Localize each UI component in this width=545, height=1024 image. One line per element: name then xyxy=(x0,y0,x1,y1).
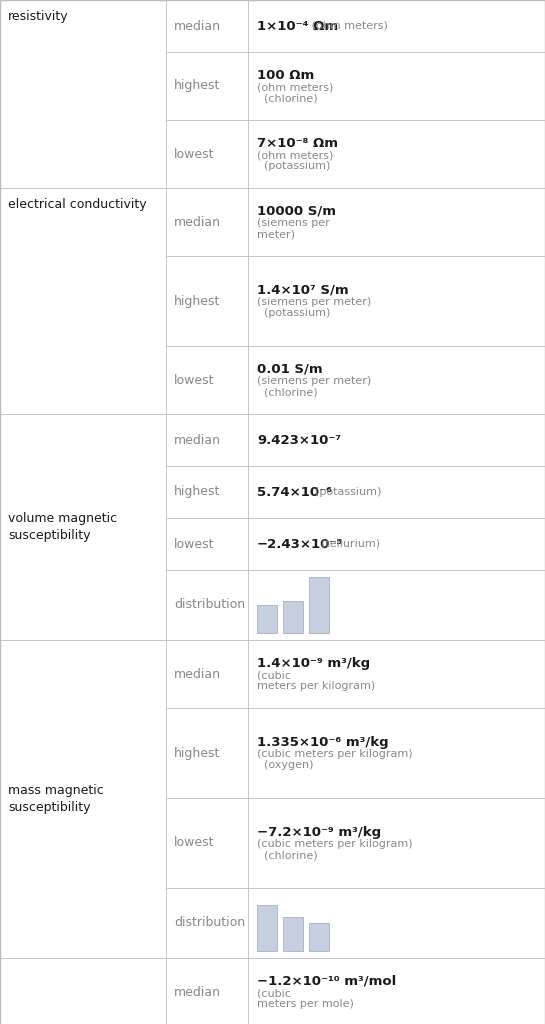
Text: 1.4×10⁻⁹ m³/kg: 1.4×10⁻⁹ m³/kg xyxy=(257,656,370,670)
Bar xyxy=(248,570,545,640)
Bar xyxy=(166,256,248,346)
Bar xyxy=(166,188,248,256)
Bar xyxy=(248,888,545,958)
Bar xyxy=(0,640,166,958)
Bar xyxy=(248,52,545,120)
Text: 0.01 S/m: 0.01 S/m xyxy=(257,362,323,376)
Text: (siemens per meter): (siemens per meter) xyxy=(257,376,371,386)
Text: lowest: lowest xyxy=(174,538,215,551)
Bar xyxy=(166,888,248,958)
Text: (ohm meters): (ohm meters) xyxy=(308,22,388,31)
Text: meters per kilogram): meters per kilogram) xyxy=(257,681,375,691)
Text: (tellurium): (tellurium) xyxy=(314,539,380,549)
Text: median: median xyxy=(174,985,221,998)
Bar xyxy=(309,923,329,951)
Bar xyxy=(248,346,545,414)
Bar xyxy=(257,905,277,951)
Bar xyxy=(248,0,545,52)
Text: −2.43×10⁻⁵: −2.43×10⁻⁵ xyxy=(257,538,343,551)
Text: (cubic meters per kilogram): (cubic meters per kilogram) xyxy=(257,840,413,849)
Text: volume magnetic
susceptibility: volume magnetic susceptibility xyxy=(8,512,117,542)
Bar xyxy=(248,466,545,518)
Text: distribution: distribution xyxy=(174,916,245,930)
Bar xyxy=(248,518,545,570)
Bar xyxy=(166,52,248,120)
Bar xyxy=(0,188,166,414)
Text: 10000 S/m: 10000 S/m xyxy=(257,205,336,218)
Bar xyxy=(166,0,248,52)
Bar xyxy=(166,958,248,1024)
Text: (potassium): (potassium) xyxy=(257,161,330,171)
Text: (cubic: (cubic xyxy=(257,671,291,680)
Bar xyxy=(248,120,545,188)
Text: meter): meter) xyxy=(257,229,295,239)
Bar xyxy=(0,0,166,188)
Bar xyxy=(248,188,545,256)
Text: (cubic: (cubic xyxy=(257,988,291,998)
Text: (potassium): (potassium) xyxy=(308,487,382,497)
Bar xyxy=(166,414,248,466)
Text: (siemens per meter): (siemens per meter) xyxy=(257,297,371,307)
Bar xyxy=(283,918,303,951)
Text: highest: highest xyxy=(174,80,221,92)
Bar xyxy=(166,466,248,518)
Text: (oxygen): (oxygen) xyxy=(257,760,313,770)
Text: distribution: distribution xyxy=(174,598,245,611)
Bar xyxy=(166,570,248,640)
Text: (chlorine): (chlorine) xyxy=(257,850,318,860)
Text: electrical conductivity: electrical conductivity xyxy=(8,198,147,211)
Text: highest: highest xyxy=(174,746,221,760)
Text: 7×10⁻⁸ Ωm: 7×10⁻⁸ Ωm xyxy=(257,136,338,150)
Text: −1.2×10⁻¹⁰ m³/mol: −1.2×10⁻¹⁰ m³/mol xyxy=(257,975,396,988)
Text: (chlorine): (chlorine) xyxy=(257,93,318,103)
Bar xyxy=(248,798,545,888)
Text: 1.335×10⁻⁶ m³/kg: 1.335×10⁻⁶ m³/kg xyxy=(257,735,389,749)
Bar xyxy=(166,518,248,570)
Bar xyxy=(166,120,248,188)
Text: resistivity: resistivity xyxy=(8,10,69,23)
Text: mass magnetic
susceptibility: mass magnetic susceptibility xyxy=(8,784,104,814)
Text: −7.2×10⁻⁹ m³/kg: −7.2×10⁻⁹ m³/kg xyxy=(257,825,381,839)
Text: (ohm meters): (ohm meters) xyxy=(257,151,334,160)
Text: lowest: lowest xyxy=(174,837,215,850)
Text: 1.4×10⁷ S/m: 1.4×10⁷ S/m xyxy=(257,284,349,297)
Bar xyxy=(0,958,166,1024)
Text: lowest: lowest xyxy=(174,374,215,386)
Text: median: median xyxy=(174,19,221,33)
Bar xyxy=(0,414,166,640)
Text: 5.74×10⁻⁶: 5.74×10⁻⁶ xyxy=(257,485,332,499)
Text: highest: highest xyxy=(174,295,221,307)
Bar xyxy=(283,600,303,633)
Text: (cubic meters per kilogram): (cubic meters per kilogram) xyxy=(257,750,413,759)
Bar xyxy=(166,708,248,798)
Bar xyxy=(248,414,545,466)
Bar xyxy=(166,640,248,708)
Bar xyxy=(166,798,248,888)
Text: lowest: lowest xyxy=(174,147,215,161)
Text: median: median xyxy=(174,668,221,681)
Text: highest: highest xyxy=(174,485,221,499)
Text: (siemens per: (siemens per xyxy=(257,218,330,228)
Bar xyxy=(248,708,545,798)
Text: 9.423×10⁻⁷: 9.423×10⁻⁷ xyxy=(257,433,341,446)
Bar xyxy=(166,346,248,414)
Text: median: median xyxy=(174,433,221,446)
Text: median: median xyxy=(174,215,221,228)
Bar xyxy=(248,640,545,708)
Text: (ohm meters): (ohm meters) xyxy=(257,82,334,92)
Text: 100 Ωm: 100 Ωm xyxy=(257,69,314,82)
Text: (potassium): (potassium) xyxy=(257,308,330,318)
Bar xyxy=(248,256,545,346)
Text: (chlorine): (chlorine) xyxy=(257,387,318,397)
Text: 1×10⁻⁴ Ωm: 1×10⁻⁴ Ωm xyxy=(257,19,338,33)
Bar xyxy=(248,958,545,1024)
Bar xyxy=(257,605,277,633)
Text: meters per mole): meters per mole) xyxy=(257,999,354,1009)
Bar xyxy=(309,577,329,633)
